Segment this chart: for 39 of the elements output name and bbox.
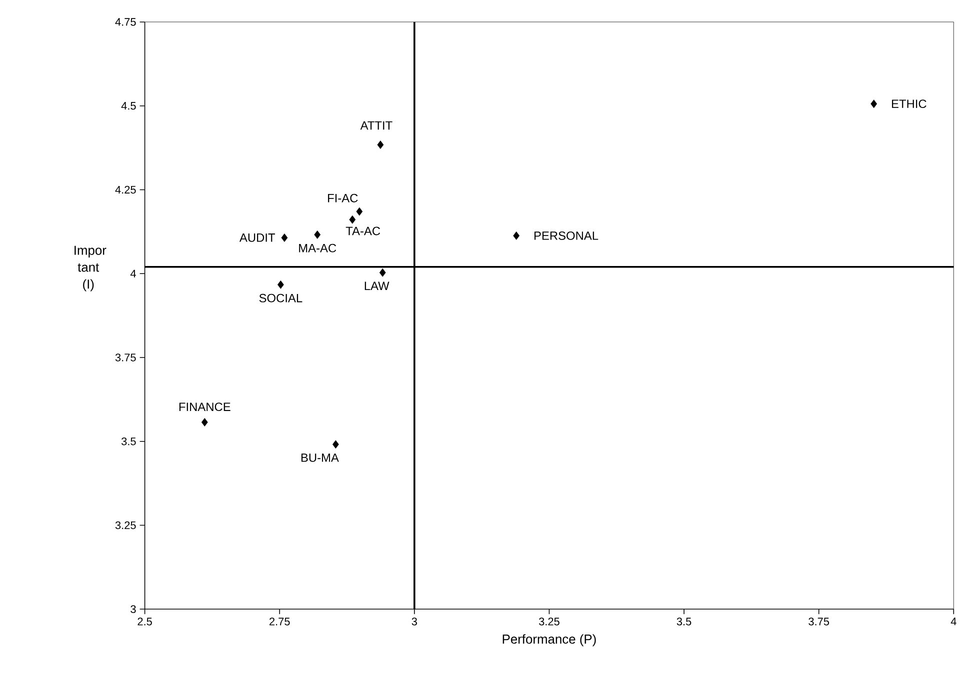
annotation: LAW xyxy=(364,282,390,290)
point xyxy=(277,280,284,289)
point xyxy=(379,268,386,277)
y-tick-label: 3 xyxy=(130,605,136,613)
y-tick-label: 3.25 xyxy=(115,521,136,530)
x-tick-label: 4 xyxy=(950,618,956,626)
y-tick-label: 4.25 xyxy=(115,186,136,194)
y-axis-title: Impor tant (I) xyxy=(74,246,106,292)
point xyxy=(281,233,288,242)
point xyxy=(356,207,363,216)
annotation: SOCIAL xyxy=(259,294,302,302)
point xyxy=(870,100,878,108)
annotation: MA-AC xyxy=(299,244,336,252)
annotation: PERSONAL xyxy=(534,231,598,240)
point xyxy=(332,440,339,449)
point xyxy=(513,231,520,240)
x-tick-label: 3.25 xyxy=(538,618,560,626)
point xyxy=(349,215,356,224)
annotation: ATTIT xyxy=(360,121,392,130)
annotation: BU-MA xyxy=(301,454,339,462)
annotation: FI-AC xyxy=(328,194,358,202)
y-tick-label: 4.5 xyxy=(121,102,136,110)
annotation: AUDIT xyxy=(239,234,275,242)
point xyxy=(314,230,321,239)
point xyxy=(377,140,384,149)
annotation: FINANCE xyxy=(179,402,230,412)
x-tick-label: 3.75 xyxy=(808,618,830,626)
y-tick-label: 4 xyxy=(130,270,136,278)
x-tick-label: 3 xyxy=(412,618,417,626)
annotation: ETHIC xyxy=(892,100,926,108)
y-tick-label: 4.75 xyxy=(115,18,136,26)
y-tick-label: 3.75 xyxy=(115,354,136,362)
point xyxy=(201,418,208,426)
x-tick-label: 2.5 xyxy=(138,618,152,626)
annotation: TA-AC xyxy=(346,226,380,236)
x-tick-label: 2.75 xyxy=(270,618,290,626)
x-tick-label: 3.5 xyxy=(676,618,692,626)
x-axis-title: Performance (P) xyxy=(502,634,596,646)
y-tick-label: 3.5 xyxy=(122,437,136,446)
